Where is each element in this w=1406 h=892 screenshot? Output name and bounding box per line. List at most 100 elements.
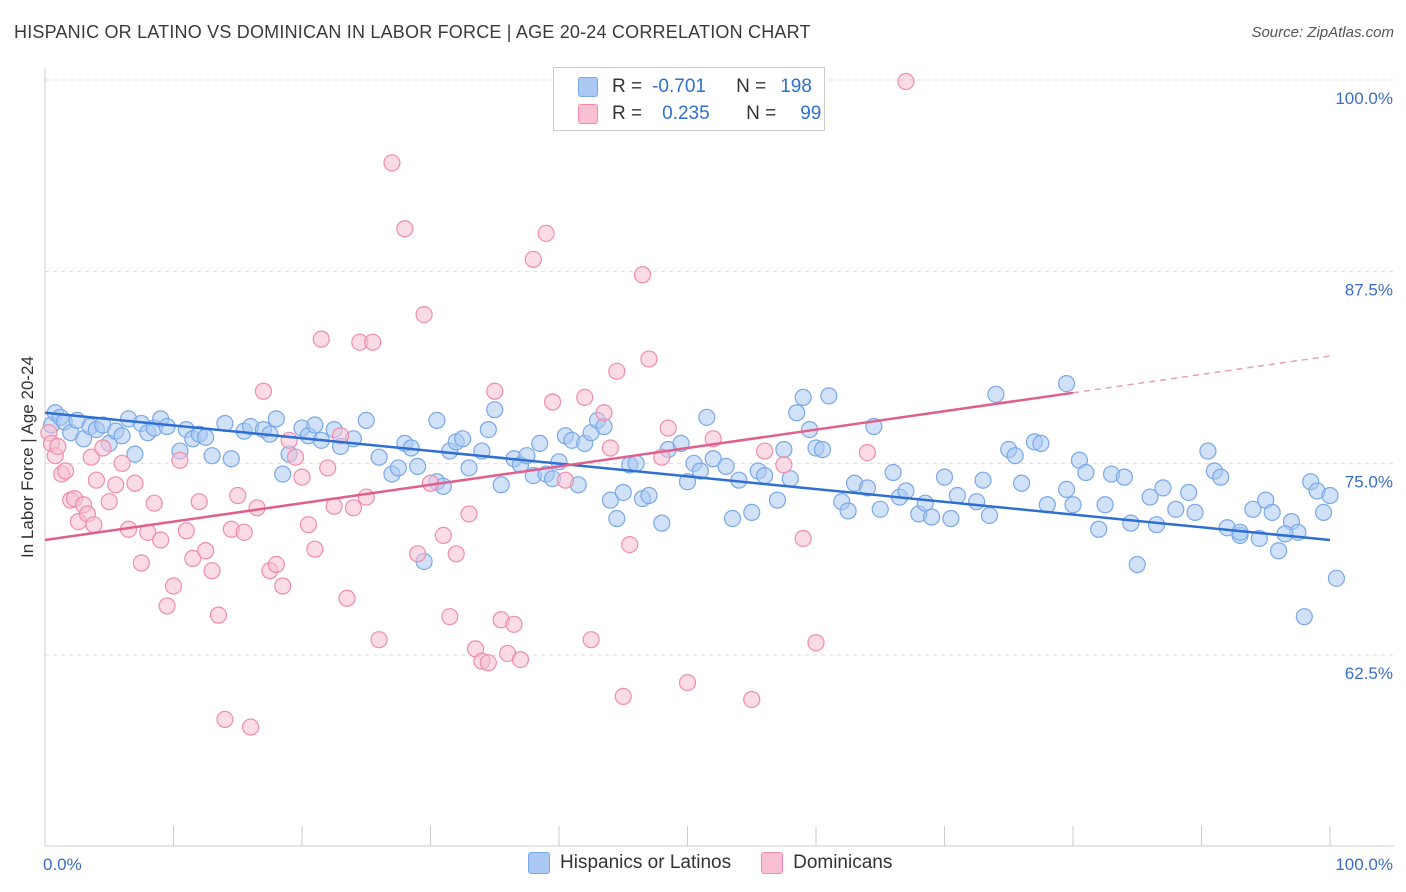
bottom-legend-swatch-dominicans [761,852,784,874]
data-point [434,526,452,545]
data-point [1295,608,1313,626]
data-point [370,631,388,649]
legend-swatch-dominicans [578,104,598,124]
legend-r-value-dominicans: 0.235 [662,103,710,124]
y-axis-label: In Labor Force | Age 20-24 [18,356,37,558]
data-point [447,545,465,563]
data-point [254,382,273,400]
data-point [1064,496,1082,514]
data-point [1269,542,1288,560]
y-tick-label: 75.0% [1345,472,1393,491]
data-point [177,522,195,540]
trend-lines [44,355,1331,542]
data-point [601,491,620,509]
data-point [184,549,202,568]
data-point [486,401,504,419]
data-point [691,462,709,480]
data-point [1032,434,1050,452]
data-point [152,531,170,549]
data-point [1057,375,1076,393]
data-point [1147,516,1166,534]
data-point [775,440,793,459]
bottom-legend-dominicans: Dominicans [761,852,892,874]
legend-r-value-hispanics: -0.701 [652,76,706,97]
data-point [460,505,478,523]
data-point [319,459,337,477]
data-point [505,615,523,633]
data-point [640,486,658,505]
data-point [87,471,106,489]
source-label: Source: ZipAtlas.com [1251,24,1394,41]
data-point [203,447,221,465]
data-point [968,493,986,511]
data-point [126,474,144,492]
data-point [1077,463,1095,482]
data-point [743,503,761,522]
data-point [524,250,542,268]
data-point [1122,514,1140,532]
chart-title: HISPANIC OR LATINO VS DOMINICAN IN LABOR… [14,22,811,42]
data-point [344,499,362,517]
data-point [755,467,774,485]
data-point [242,718,260,736]
x-tick-label-min: 0.0% [43,855,82,874]
data-point [531,434,549,452]
data-point [222,450,240,468]
data-point [113,427,131,445]
data-point [807,634,825,652]
data-point [357,411,375,429]
data-point [659,419,677,437]
data-point [723,509,742,528]
data-point [858,479,877,497]
data-point [1180,483,1198,502]
y-tick-label: 100.0% [1335,89,1393,108]
data-point [338,589,356,607]
data-point [306,416,324,434]
data-point [293,468,311,486]
data-point [415,306,433,324]
y-tick-label: 87.5% [1345,281,1393,300]
legend-n-value-dominicans: 99 [800,103,822,124]
data-point [132,554,150,572]
data-point [389,459,407,477]
legend-box: R = -0.701 N = 198 R = 0.235 N = 99 [553,67,825,131]
data-point [82,448,100,466]
data-point [1057,480,1076,498]
data-point [409,457,427,475]
data-point [1263,503,1281,522]
data-point [595,404,613,422]
legend-n-value-hispanics: 198 [780,76,812,97]
bottom-legend-label-dominicans: Dominicans [793,852,893,873]
grid-lines [45,79,1394,656]
data-point [1167,500,1185,518]
data-point [486,382,504,400]
points-dominicans [40,72,915,736]
data-point [1186,503,1204,522]
data-point [775,456,793,474]
data-point [85,516,103,534]
data-point [839,502,857,520]
data-point [267,410,285,428]
data-point [1115,468,1134,486]
data-point [621,535,639,554]
data-point [608,509,626,528]
data-point [717,457,735,475]
data-point [441,608,459,626]
data-point [1006,447,1024,465]
data-point [653,514,671,532]
data-point [627,454,645,472]
data-point [286,448,305,466]
data-point [1154,479,1172,497]
data-point [576,388,594,406]
data-point [357,488,375,506]
data-point [794,388,812,406]
bottom-legend-hispanics: Hispanics or Latinos [528,852,731,874]
data-point [100,493,118,511]
data-point [267,555,285,574]
data-point [49,437,67,456]
data-point [788,404,806,422]
data-point [820,387,838,405]
data-point [858,444,877,462]
data-point [614,483,632,502]
data-point [331,427,350,445]
